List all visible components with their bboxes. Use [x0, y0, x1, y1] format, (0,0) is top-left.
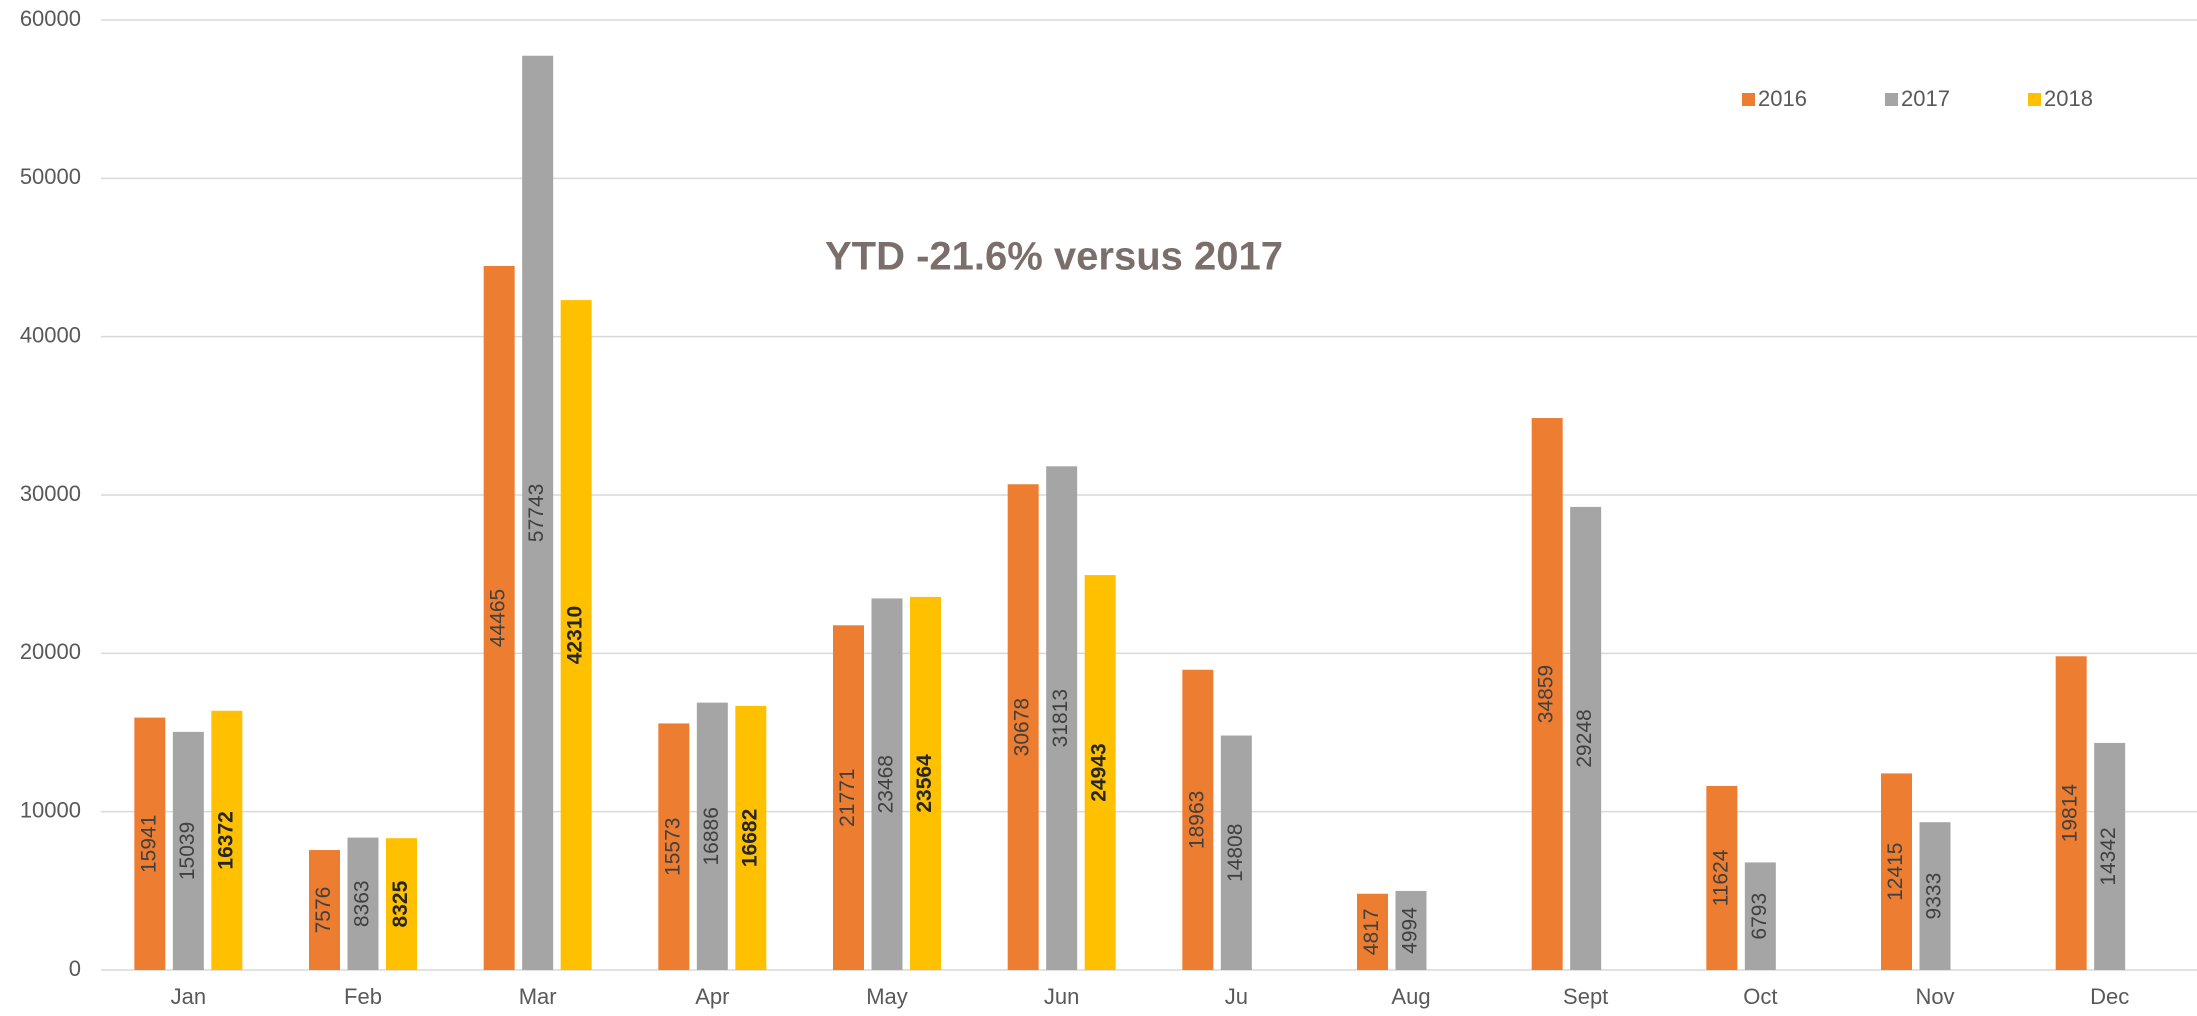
value-label: 7576: [312, 887, 335, 934]
value-label: 29248: [1573, 709, 1596, 767]
value-label: 30678: [1011, 698, 1034, 756]
bar: [1919, 822, 1951, 970]
value-label: 14808: [1224, 824, 1247, 882]
bar: [833, 625, 864, 970]
legend-swatch: [1742, 93, 1755, 106]
bar: [172, 731, 204, 970]
bar: [386, 838, 417, 970]
value-label: 34859: [1535, 665, 1558, 723]
value-label: 12415: [1884, 843, 1907, 901]
bar: [211, 710, 243, 970]
value-label: 31813: [1049, 689, 1072, 747]
value-label: 9333: [1923, 873, 1946, 920]
bar: [1182, 669, 1214, 970]
x-tick-label: Feb: [344, 984, 382, 1009]
x-tick-label: Dec: [2090, 984, 2129, 1009]
y-tick-label: 50000: [20, 164, 81, 189]
y-tick-label: 10000: [20, 797, 81, 822]
bar: [658, 723, 690, 970]
bar: [1706, 785, 1738, 970]
legend-label: 2016: [1758, 86, 1807, 111]
bar: [1220, 735, 1252, 970]
value-label: 16372: [214, 811, 237, 869]
x-tick-label: Nov: [1915, 984, 1954, 1009]
bar: [1007, 484, 1039, 970]
bar: [483, 265, 515, 970]
y-tick-label: 30000: [20, 481, 81, 506]
value-label: 57743: [525, 484, 548, 542]
annotation: YTD -21.6% versus 2017: [825, 235, 1283, 279]
value-label: 16886: [700, 807, 723, 865]
x-tick-label: Sept: [1563, 984, 1608, 1009]
bar: [2055, 656, 2087, 970]
bar: [1046, 466, 1078, 970]
value-label: 23564: [913, 754, 936, 813]
value-label: 15573: [661, 818, 684, 876]
y-tick-label: 0: [69, 956, 81, 981]
x-tick-label: Aug: [1391, 984, 1430, 1009]
bar: [522, 55, 554, 970]
y-tick-label: 60000: [20, 6, 81, 31]
value-label: 19814: [2059, 784, 2082, 843]
bar: [1744, 862, 1776, 970]
x-tick-label: Apr: [695, 984, 729, 1009]
value-label: 11624: [1709, 849, 1732, 906]
legend-label: 2018: [2044, 86, 2093, 111]
x-tick-label: Oct: [1743, 984, 1777, 1009]
value-label: 42310: [564, 606, 587, 664]
x-tick-label: Ju: [1225, 984, 1248, 1009]
value-label: 4994: [1399, 907, 1422, 954]
bar: [134, 717, 166, 970]
bar: [347, 837, 379, 970]
bar: [1881, 773, 1912, 970]
bar: [2094, 742, 2126, 970]
bar: [910, 596, 941, 970]
legend-label: 2017: [1901, 86, 1950, 111]
value-label: 14342: [2097, 827, 2120, 885]
bar: [1570, 506, 1602, 970]
bar: [1357, 893, 1388, 970]
bar: [1395, 890, 1427, 970]
bar: [309, 850, 340, 970]
x-tick-label: Jun: [1044, 984, 1079, 1009]
y-tick-label: 40000: [20, 322, 81, 347]
value-label: 44465: [487, 589, 510, 647]
x-tick-label: May: [866, 984, 908, 1009]
bar: [560, 300, 592, 970]
value-label: 8325: [389, 880, 412, 927]
value-label: 24943: [1088, 743, 1111, 801]
y-tick-label: 20000: [20, 639, 81, 664]
value-label: 6793: [1748, 893, 1771, 940]
value-label: 18963: [1185, 791, 1208, 849]
bar: [1531, 418, 1563, 971]
x-tick-label: Jan: [171, 984, 206, 1009]
value-label: 16682: [738, 809, 761, 867]
legend-swatch: [2028, 93, 2041, 106]
value-label: 23468: [875, 755, 898, 813]
bar: [871, 598, 903, 970]
value-label: 15941: [137, 815, 160, 873]
bar: [735, 705, 767, 970]
value-label: 8363: [351, 880, 374, 927]
bar: [696, 702, 728, 970]
value-label: 15039: [176, 822, 199, 880]
value-label: 21771: [836, 768, 859, 826]
bar: [1084, 575, 1116, 970]
x-tick-label: Mar: [519, 984, 557, 1009]
value-label: 4817: [1360, 909, 1383, 956]
legend-swatch: [1885, 93, 1898, 106]
